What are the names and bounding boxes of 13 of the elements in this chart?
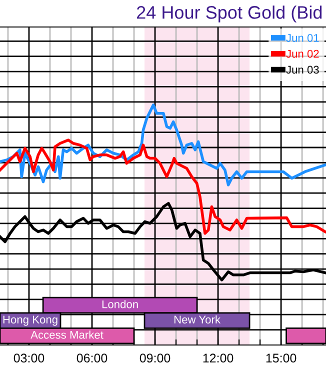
- band-label: Hong Kong: [3, 316, 58, 326]
- x-tick-label: 12:00: [203, 354, 234, 363]
- x-tick-label: 06:00: [76, 354, 108, 363]
- band-label: London: [102, 300, 138, 308]
- band-label: New York: [174, 315, 221, 324]
- x-tick-label: 15:00: [266, 354, 296, 363]
- legend-label: Jun 02: [286, 50, 319, 58]
- x-tick-label: 09:00: [140, 354, 170, 363]
- legend-label: Jun 01: [286, 34, 319, 42]
- x-tick-label: 03:00: [14, 354, 44, 363]
- band-label: Access Market: [30, 330, 104, 339]
- legend-label: Jun 03: [286, 66, 319, 74]
- chart-title: 24 Hour Spot Gold (Bid: [136, 6, 322, 22]
